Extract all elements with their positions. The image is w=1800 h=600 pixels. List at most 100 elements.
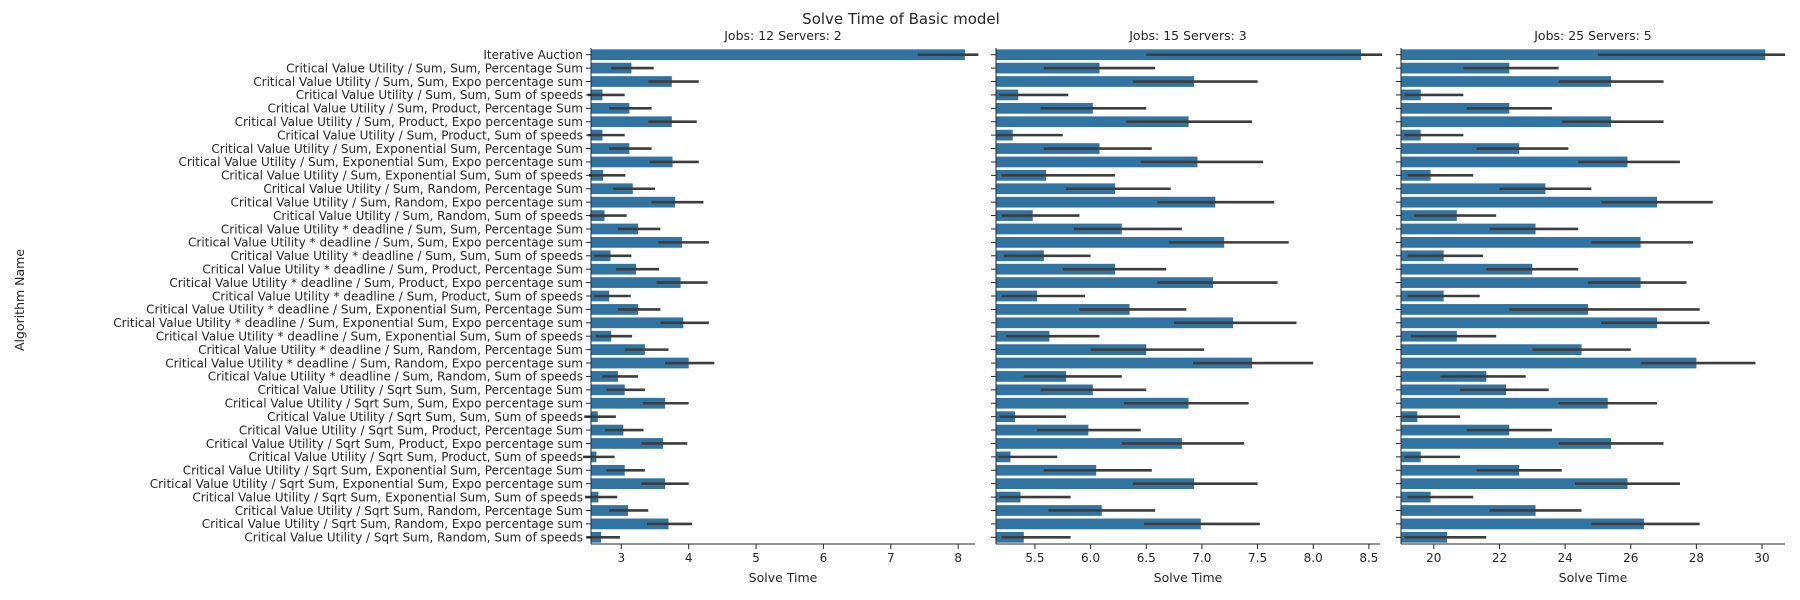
bar — [591, 438, 664, 449]
bar — [1401, 478, 1628, 490]
y-tick-label: Critical Value Utility / Sum, Random, Ex… — [230, 195, 583, 209]
y-tick-label: Critical Value Utility / Sum, Sum, Perce… — [286, 61, 583, 75]
bar — [1401, 384, 1507, 396]
panel-title: Jobs: 12 Servers: 2 — [723, 28, 842, 43]
x-tick-label: 7 — [887, 551, 895, 565]
y-tick-label: Critical Value Utility / Sum, Exponentia… — [178, 155, 583, 169]
panel-1: Jobs: 12 Servers: 2 3 4 5 6 7 8 Solve Time Itera… — [113, 28, 979, 585]
x-tick-label: 6.0 — [1081, 551, 1100, 565]
bar — [996, 304, 1130, 315]
bar — [591, 156, 673, 168]
bar — [996, 116, 1189, 128]
y-tick-label: Critical Value Utility / Sqrt Sum, Sum, … — [225, 397, 583, 411]
x-tick-label: 5.5 — [1025, 551, 1044, 565]
x-tick-label: 8 — [954, 551, 962, 565]
bar — [591, 277, 681, 288]
x-tick-label: 4 — [685, 551, 693, 565]
bar — [591, 344, 645, 355]
bar — [1401, 237, 1641, 248]
bar — [591, 518, 669, 530]
bar — [591, 357, 689, 369]
y-tick-label: Critical Value Utility / Sqrt Sum, Produ… — [206, 437, 583, 451]
y-tick-label: Critical Value Utility / Sum, Product, E… — [235, 115, 583, 129]
bar — [591, 397, 666, 409]
bar — [1401, 263, 1533, 275]
panel-3: Jobs: 25 Servers: 5 20 22 24 26 28 30 Solve Tim… — [1396, 28, 1785, 585]
bar — [1401, 357, 1697, 369]
y-tick-label: Critical Value Utility / Sqrt Sum, Produ… — [239, 423, 583, 437]
bar — [996, 223, 1122, 235]
x-tick-label: 28 — [1689, 551, 1704, 565]
y-tick-label: Critical Value Utility * deadline / Sum,… — [113, 316, 583, 330]
bar — [1401, 397, 1608, 409]
x-axis-label: Solve Time — [1154, 570, 1223, 585]
y-tick-label: Critical Value Utility / Sum, Sum, Expo … — [253, 75, 583, 89]
panel-title: Jobs: 25 Servers: 5 — [1533, 28, 1652, 43]
bar — [996, 478, 1195, 490]
bar — [996, 76, 1195, 87]
y-tick-label: Critical Value Utility * deadline / Sum,… — [198, 343, 583, 357]
bar — [1401, 76, 1612, 87]
x-tick-label: 5 — [752, 551, 760, 565]
bar — [1401, 518, 1644, 530]
bar — [591, 237, 682, 248]
bar — [1401, 62, 1510, 74]
bar — [1401, 102, 1510, 114]
y-axis-label: Algorithm Name — [12, 249, 27, 351]
x-tick-label: 26 — [1623, 551, 1638, 565]
bar — [591, 196, 676, 208]
panel-title: Jobs: 15 Servers: 3 — [1128, 28, 1247, 43]
x-axis-label: Solve Time — [1559, 570, 1628, 585]
x-tick-label: 8.5 — [1359, 551, 1378, 565]
y-tick-label: Critical Value Utility / Sqrt Sum, Rando… — [244, 531, 583, 545]
bar — [1401, 464, 1520, 476]
bar — [591, 223, 639, 235]
bar — [591, 49, 965, 61]
bar — [996, 183, 1116, 195]
bar — [1401, 304, 1589, 315]
y-tick-label: Critical Value Utility / Sqrt Sum, Expon… — [192, 490, 583, 504]
x-tick-label: 24 — [1557, 551, 1572, 565]
y-tick-label: Critical Value Utility / Sqrt Sum, Sum, … — [267, 410, 583, 424]
x-tick-label: 6.5 — [1137, 551, 1156, 565]
bar — [996, 263, 1116, 275]
x-tick-label: 3 — [617, 551, 625, 565]
bar — [591, 76, 672, 87]
bar — [591, 116, 672, 128]
bar — [1401, 277, 1641, 288]
bar — [1401, 438, 1612, 449]
bar — [591, 183, 633, 195]
y-tick-label: Critical Value Utility / Sqrt Sum, Produ… — [248, 450, 583, 464]
bar — [996, 344, 1147, 355]
chart-title: Solve Time of Basic model — [802, 10, 1000, 28]
bar — [996, 237, 1225, 248]
bar — [996, 357, 1252, 369]
bar — [996, 317, 1234, 329]
y-tick-label: Iterative Auction — [483, 48, 583, 62]
x-tick-label: 6 — [820, 551, 828, 565]
y-tick-label: Critical Value Utility * deadline / Sum,… — [202, 262, 583, 276]
panel-2: Jobs: 15 Servers: 3 5.5 6.0 6.5 7.0 7.5 8.0 8.5… — [991, 28, 1383, 585]
y-tick-label: Critical Value Utility / Sqrt Sum, Rando… — [235, 504, 583, 518]
bar — [1401, 223, 1536, 235]
x-axis-label: Solve Time — [749, 570, 818, 585]
bar — [591, 478, 666, 490]
bar — [996, 397, 1189, 409]
x-tick-label: 22 — [1492, 551, 1507, 565]
x-tick-label: 20 — [1426, 551, 1441, 565]
bar — [1401, 156, 1628, 168]
y-tick-label: Critical Value Utility * deadline / Sum,… — [212, 289, 583, 303]
bar — [996, 196, 1216, 208]
y-tick-label: Critical Value Utility / Sqrt Sum, Sum, … — [257, 383, 583, 397]
y-tick-label: Critical Value Utility / Sum, Product, P… — [268, 102, 584, 116]
bar — [996, 438, 1182, 449]
bar — [1401, 424, 1510, 436]
y-tick-label: Critical Value Utility / Sqrt Sum, Expon… — [150, 477, 583, 491]
bar — [1401, 196, 1657, 208]
y-tick-label: Critical Value Utility / Sqrt Sum, Rando… — [202, 517, 583, 531]
x-tick-label: 8.0 — [1304, 551, 1323, 565]
y-tick-label: Critical Value Utility / Sum, Exponentia… — [211, 142, 583, 156]
y-tick-label: Critical Value Utility * deadline / Sum,… — [221, 222, 583, 236]
y-tick-label: Critical Value Utility / Sum, Product, S… — [277, 128, 583, 142]
